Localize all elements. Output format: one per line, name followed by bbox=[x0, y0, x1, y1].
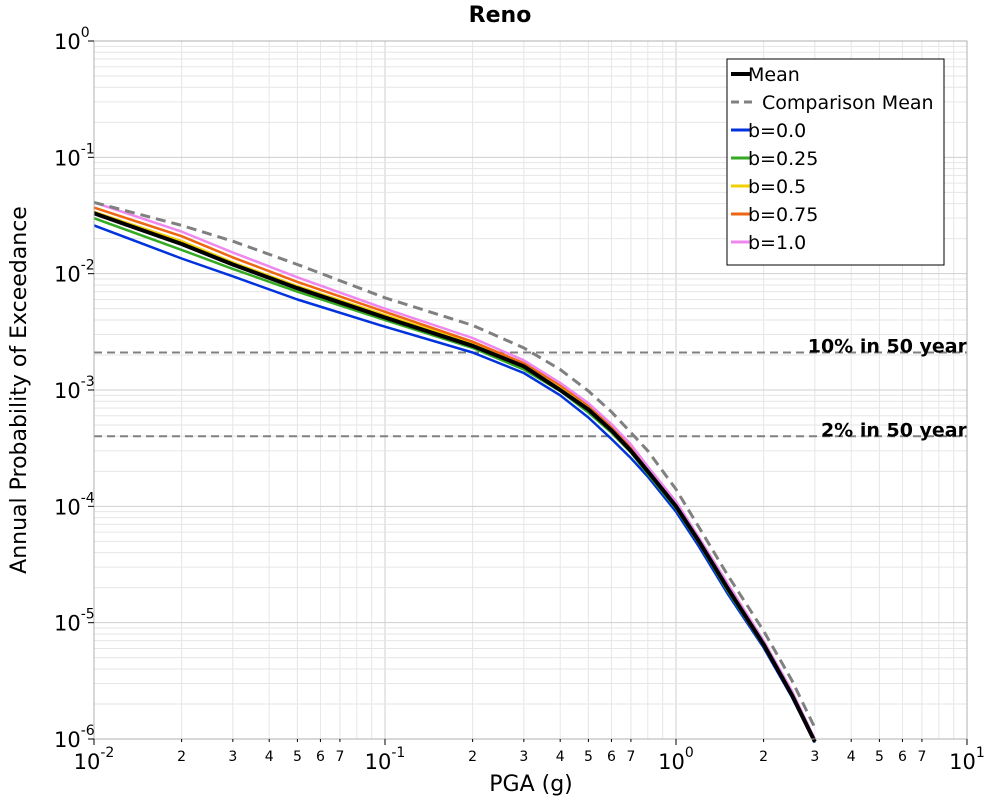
x-tick-label: 10-2 bbox=[74, 745, 115, 774]
x-minor-tick-label: 3 bbox=[519, 749, 528, 765]
reference-line-label: 2% in 50 year bbox=[821, 419, 968, 441]
series-line bbox=[93, 211, 817, 743]
series-line bbox=[93, 200, 817, 729]
x-minor-tick-label: 6 bbox=[607, 749, 616, 765]
legend-entry: Comparison Mean bbox=[762, 92, 934, 114]
x-minor-tick-label: 5 bbox=[293, 749, 302, 765]
legend-entry: Mean bbox=[748, 64, 800, 86]
series-line bbox=[93, 224, 816, 744]
x-tick-label: 10-1 bbox=[365, 745, 406, 774]
y-tick-label: 10-1 bbox=[54, 141, 95, 170]
grid bbox=[93, 40, 968, 740]
legend-entry: b=0.0 bbox=[748, 120, 806, 142]
x-minor-tick-label: 7 bbox=[917, 749, 926, 765]
legend-box bbox=[726, 58, 945, 266]
reference-line-label: 10% in 50 year bbox=[808, 336, 968, 358]
chart-title: Reno bbox=[469, 3, 532, 28]
x-minor-tick-label: 2 bbox=[759, 749, 768, 765]
series-lines bbox=[93, 200, 817, 744]
x-minor-tick-label: 7 bbox=[335, 749, 344, 765]
series-line bbox=[93, 201, 816, 740]
x-minor-tick-label: 6 bbox=[316, 749, 325, 765]
x-minor-tick-label: 3 bbox=[810, 749, 819, 765]
y-axis-ticks: 10-6 10-5 10-4 10-3 10-2 10-1 100 bbox=[54, 25, 95, 752]
x-minor-tick-label: 4 bbox=[265, 749, 274, 765]
legend: Mean Comparison Mean b=0.0 b=0.25 b=0.5 b=0.7… bbox=[726, 58, 945, 266]
x-minor-tick-label: 3 bbox=[228, 749, 237, 765]
x-minor-tick-label: 7 bbox=[626, 749, 635, 765]
legend-entry: b=0.5 bbox=[748, 176, 806, 198]
y-tick-label: 10-5 bbox=[54, 607, 95, 636]
y-tick-label: 100 bbox=[54, 25, 90, 54]
x-axis-label: PGA (g) bbox=[489, 772, 573, 797]
y-tick-label: 10-2 bbox=[54, 258, 95, 287]
x-minor-tick-label: 2 bbox=[468, 749, 477, 765]
y-tick-label: 10-3 bbox=[54, 374, 95, 403]
y-tick-label: 10-4 bbox=[54, 490, 95, 519]
y-axis-label: Annual Probability of Exceedance bbox=[7, 206, 32, 574]
x-minor-tick-label: 6 bbox=[898, 749, 907, 765]
legend-entry: b=0.25 bbox=[748, 148, 818, 170]
legend-entry: b=0.75 bbox=[748, 204, 818, 226]
legend-entry: b=1.0 bbox=[748, 232, 806, 254]
x-minor-tick-label: 2 bbox=[177, 749, 186, 765]
x-minor-tick-label: 4 bbox=[847, 749, 856, 765]
x-minor-tick-label: 5 bbox=[875, 749, 884, 765]
x-tick-label: 100 bbox=[658, 745, 694, 774]
x-tick-label: 101 bbox=[949, 745, 985, 774]
y-tick-label: 10-6 bbox=[54, 723, 95, 752]
x-minor-tick-label: 5 bbox=[584, 749, 593, 765]
reference-lines: 10% in 50 year 2% in 50 year bbox=[94, 336, 968, 441]
x-minor-tick-label: 4 bbox=[556, 749, 565, 765]
